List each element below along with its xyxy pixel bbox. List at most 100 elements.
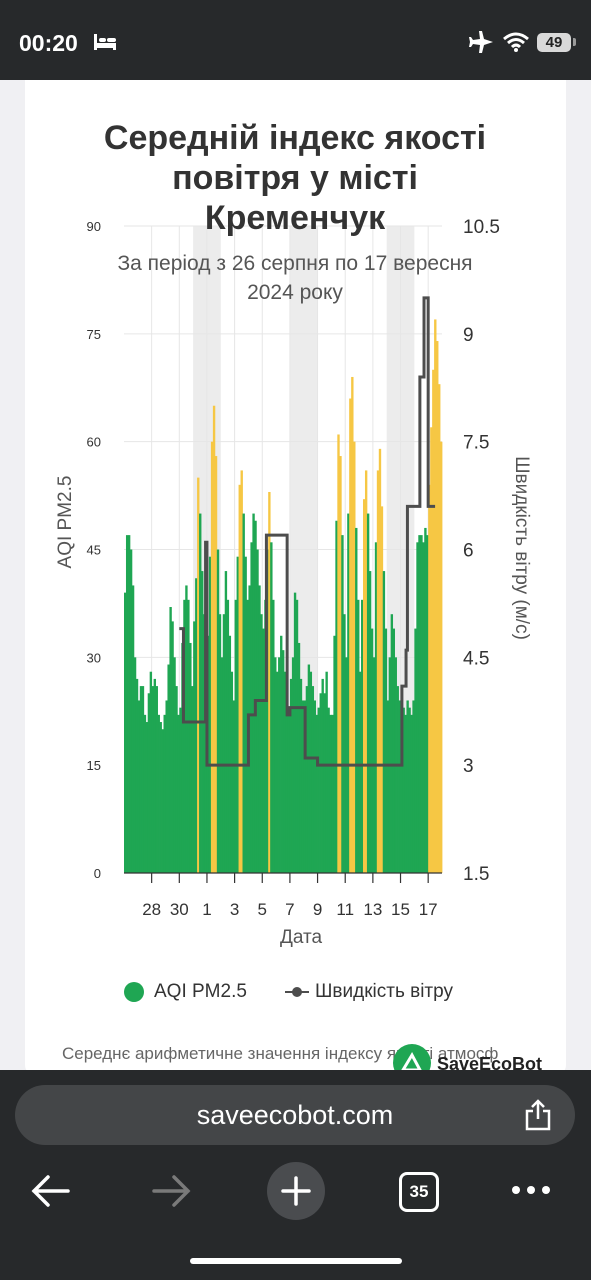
wind-line: [179, 296, 436, 767]
x-tick-label: 1: [202, 900, 211, 919]
aqi-bar: [313, 700, 316, 873]
more-icon[interactable]: [511, 1183, 551, 1197]
aqi-bar: [175, 686, 178, 873]
aqi-bar: [268, 491, 271, 873]
legend-item-wind[interactable]: Швидкість вітру: [285, 978, 485, 1006]
aqi-bar: [124, 592, 127, 873]
aqi-bar: [323, 693, 326, 873]
left-tick-label: 45: [87, 543, 101, 558]
aqi-bar: [406, 700, 409, 873]
tabs-button[interactable]: 35: [399, 1172, 439, 1212]
aqi-bar: [366, 513, 370, 873]
aqi-bar: [274, 657, 277, 873]
x-axis-title: Дата: [280, 927, 323, 948]
aqi-bar: [218, 614, 222, 873]
aqi-bar: [301, 700, 305, 873]
aqi-bar: [137, 700, 141, 873]
aqi-bar: [139, 686, 143, 873]
aqi-bar: [193, 621, 196, 873]
aqi-bar: [436, 341, 439, 873]
aqi-bar: [181, 642, 184, 873]
aqi-bar: [426, 535, 429, 873]
aqi-bar: [408, 707, 411, 873]
aqi-bar: [370, 628, 374, 873]
right-tick-label: 4.5: [463, 648, 489, 669]
chart-title-line: Середній індекс якості: [103, 119, 487, 157]
aqi-bar: [297, 642, 301, 873]
aqi-bar: [376, 470, 380, 873]
chart-legend: AQI PM2.5 Швидкість вітру: [0, 978, 591, 1008]
aqi-bar: [167, 664, 170, 873]
chart-title-line: Кременчук: [204, 199, 386, 237]
aqi-bar: [183, 599, 186, 873]
x-tick-label: 7: [285, 900, 294, 919]
left-tick-label: 90: [87, 219, 101, 234]
aqi-bar: [315, 714, 318, 873]
aqi-bar: [159, 722, 162, 873]
aqi-bar: [240, 470, 243, 873]
aqi-bar: [187, 599, 190, 873]
aqi-bar: [125, 535, 129, 873]
aqi-bar: [440, 441, 443, 873]
aqi-bar: [276, 671, 279, 873]
aqi-bar: [400, 714, 403, 873]
aqi-bar: [420, 535, 423, 873]
left-tick-label: 15: [87, 758, 101, 773]
aqi-bar: [291, 657, 295, 873]
aqi-bar: [244, 556, 247, 873]
aqi-bar: [307, 664, 311, 873]
aqi-bar: [208, 556, 212, 873]
aqi-bar: [127, 535, 131, 873]
browser-toolbar: saveecobot.com 35: [0, 1070, 591, 1280]
aqi-bar: [254, 520, 257, 873]
aqi-bar: [161, 729, 164, 873]
aqi-bar: [222, 614, 226, 873]
aqi-bar: [145, 722, 149, 873]
aqi-bar: [242, 513, 245, 873]
address-bar[interactable]: saveecobot.com: [15, 1085, 575, 1145]
aqi-bar: [299, 678, 303, 873]
x-tick-label: 5: [258, 900, 267, 919]
aqi-bar: [432, 369, 435, 873]
left-tick-label: 30: [87, 650, 101, 665]
x-tick-label: 17: [419, 900, 438, 919]
chart-subtitle-line: За період з 26 серпня по 17 вересня: [117, 252, 473, 275]
share-icon[interactable]: [523, 1098, 553, 1132]
new-tab-button[interactable]: [267, 1162, 325, 1220]
left-tick-label: 75: [87, 327, 101, 342]
legend-item-aqi[interactable]: AQI PM2.5: [124, 978, 264, 1006]
aqi-bar: [319, 693, 322, 873]
aqi-bar: [212, 405, 216, 873]
aqi-bar: [143, 714, 147, 873]
battery-indicator: 49: [537, 33, 571, 52]
x-tick-label: 3: [230, 900, 239, 919]
aqi-bar: [173, 657, 176, 873]
aqi-bar: [232, 700, 236, 873]
url-text[interactable]: saveecobot.com: [196, 1100, 394, 1130]
aqi-bar: [163, 714, 166, 873]
aqi-bar: [234, 599, 237, 873]
aqi-bar: [412, 700, 415, 873]
aqi-bar: [434, 319, 437, 873]
forward-arrow-icon[interactable]: [152, 1173, 192, 1209]
aqi-bar: [339, 456, 342, 873]
aqi-bar: [305, 686, 309, 873]
right-tick-label: 3: [463, 756, 474, 777]
aqi-bar: [422, 542, 425, 873]
aqi-bar: [347, 513, 350, 873]
x-tick-label: 15: [391, 900, 410, 919]
aqi-bar: [380, 506, 384, 873]
aqi-bar: [382, 571, 386, 873]
aqi-bar: [258, 585, 261, 873]
right-tick-label: 6: [463, 541, 474, 562]
aqi-bar: [410, 714, 413, 873]
aqi-bar: [333, 635, 336, 873]
chart-title-line: повітря у місті: [172, 159, 418, 197]
x-tick-label: 9: [313, 900, 322, 919]
aqi-bar: [329, 714, 332, 873]
aqi-bar: [283, 671, 287, 873]
aqi-bar: [133, 657, 137, 873]
aqi-bar: [157, 714, 160, 873]
back-arrow-icon[interactable]: [30, 1173, 70, 1209]
aqi-bar: [155, 686, 158, 873]
